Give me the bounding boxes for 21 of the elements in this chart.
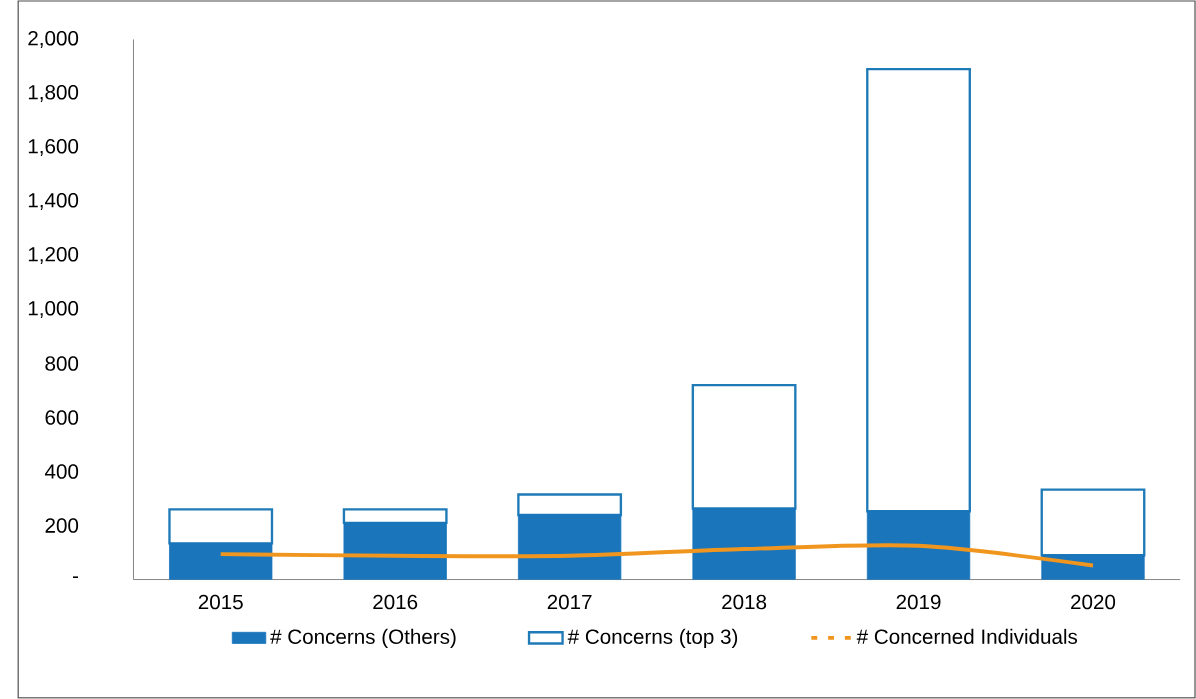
x-tick-label: 2017 xyxy=(547,594,592,610)
y-tick-label: 1,000 xyxy=(28,301,79,319)
y-tick-label: 2,000 xyxy=(28,31,79,49)
x-tick-label: 2020 xyxy=(1071,594,1116,610)
x-tick-label: 2015 xyxy=(198,594,243,610)
y-tick-label: 1,800 xyxy=(28,85,79,103)
y-tick-label: 800 xyxy=(45,356,79,371)
y-tick-label: 400 xyxy=(44,464,79,479)
y-tick-label: 200 xyxy=(45,518,79,533)
y-tick-label: 600 xyxy=(45,410,79,425)
legend-label: # Concerns (Others) xyxy=(270,628,456,649)
y-tick-label: 1,200 xyxy=(28,247,79,265)
x-tick-label: 2016 xyxy=(373,594,418,610)
x-tick-label: 2018 xyxy=(722,594,767,610)
legend-label: # Concerned Individuals xyxy=(856,628,1078,645)
legend-label: # Concerns (top 3) xyxy=(567,628,738,649)
y-tick-label: 1,400 xyxy=(28,193,79,211)
y-tick-label: - xyxy=(72,576,78,579)
y-tick-label: 1,600 xyxy=(28,139,79,157)
line-series xyxy=(218,543,1095,568)
x-tick-label: 2019 xyxy=(896,594,941,610)
